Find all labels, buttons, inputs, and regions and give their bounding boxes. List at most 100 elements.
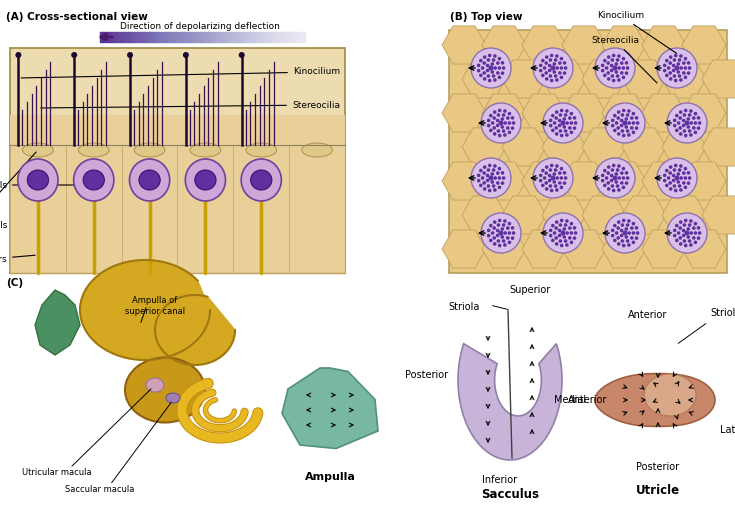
Circle shape bbox=[481, 176, 484, 180]
Circle shape bbox=[673, 124, 676, 127]
Circle shape bbox=[479, 169, 483, 172]
Circle shape bbox=[553, 121, 556, 125]
Circle shape bbox=[611, 229, 614, 232]
Circle shape bbox=[560, 244, 564, 247]
Circle shape bbox=[561, 120, 565, 125]
Circle shape bbox=[625, 181, 628, 185]
Circle shape bbox=[694, 121, 698, 125]
Text: Stereocilia: Stereocilia bbox=[40, 101, 340, 109]
Circle shape bbox=[686, 227, 690, 231]
Circle shape bbox=[697, 126, 700, 130]
Circle shape bbox=[628, 121, 631, 125]
Circle shape bbox=[612, 163, 615, 167]
Circle shape bbox=[493, 221, 497, 224]
Circle shape bbox=[498, 176, 501, 180]
Circle shape bbox=[612, 189, 615, 192]
Circle shape bbox=[620, 119, 623, 122]
Circle shape bbox=[487, 229, 490, 232]
Circle shape bbox=[630, 226, 634, 230]
Circle shape bbox=[686, 125, 690, 129]
Circle shape bbox=[667, 176, 670, 180]
Circle shape bbox=[679, 176, 683, 180]
Text: (A) Cross-sectional view: (A) Cross-sectional view bbox=[6, 12, 148, 22]
Circle shape bbox=[677, 121, 681, 125]
Circle shape bbox=[625, 61, 628, 65]
Circle shape bbox=[553, 58, 557, 62]
Circle shape bbox=[565, 121, 569, 125]
Circle shape bbox=[501, 61, 504, 65]
Circle shape bbox=[601, 64, 604, 67]
Circle shape bbox=[686, 117, 690, 121]
Circle shape bbox=[663, 64, 667, 67]
Circle shape bbox=[625, 171, 628, 175]
Circle shape bbox=[694, 231, 698, 235]
Circle shape bbox=[553, 184, 557, 188]
Circle shape bbox=[698, 121, 701, 125]
Circle shape bbox=[676, 180, 680, 184]
Text: Inferior: Inferior bbox=[482, 475, 517, 485]
Circle shape bbox=[558, 229, 562, 232]
Circle shape bbox=[613, 114, 617, 117]
Circle shape bbox=[127, 52, 133, 58]
Circle shape bbox=[488, 53, 492, 57]
Circle shape bbox=[554, 236, 558, 240]
Polygon shape bbox=[80, 260, 210, 360]
Circle shape bbox=[483, 187, 487, 191]
Circle shape bbox=[560, 134, 564, 137]
Circle shape bbox=[617, 126, 620, 130]
Circle shape bbox=[555, 188, 559, 192]
Circle shape bbox=[492, 168, 495, 172]
Circle shape bbox=[620, 113, 624, 117]
Circle shape bbox=[545, 187, 548, 191]
Circle shape bbox=[678, 126, 682, 130]
Text: Utricular macula: Utricular macula bbox=[22, 468, 92, 477]
Circle shape bbox=[677, 231, 681, 235]
Circle shape bbox=[481, 66, 484, 70]
Circle shape bbox=[541, 59, 545, 62]
Circle shape bbox=[692, 236, 695, 240]
Ellipse shape bbox=[23, 143, 53, 157]
Circle shape bbox=[559, 57, 563, 61]
Circle shape bbox=[617, 164, 620, 168]
Circle shape bbox=[617, 236, 620, 240]
Circle shape bbox=[610, 179, 614, 182]
Circle shape bbox=[606, 181, 610, 185]
Circle shape bbox=[617, 132, 620, 136]
Circle shape bbox=[627, 219, 631, 223]
Circle shape bbox=[568, 126, 572, 130]
Ellipse shape bbox=[302, 143, 332, 157]
Circle shape bbox=[631, 131, 635, 134]
Circle shape bbox=[617, 111, 620, 114]
Circle shape bbox=[555, 54, 559, 58]
Circle shape bbox=[673, 119, 676, 122]
Circle shape bbox=[554, 126, 558, 130]
Text: Stereocilia: Stereocilia bbox=[591, 36, 657, 83]
Bar bbox=[449, 30, 727, 273]
Text: Anterior: Anterior bbox=[568, 395, 607, 405]
Circle shape bbox=[493, 111, 497, 114]
Text: Posterior: Posterior bbox=[405, 370, 448, 380]
Circle shape bbox=[605, 213, 645, 253]
Circle shape bbox=[545, 77, 548, 81]
Circle shape bbox=[678, 236, 682, 240]
Circle shape bbox=[493, 188, 497, 192]
Ellipse shape bbox=[125, 358, 205, 423]
Circle shape bbox=[611, 234, 614, 237]
Circle shape bbox=[498, 230, 503, 235]
Circle shape bbox=[508, 121, 512, 125]
Circle shape bbox=[558, 61, 562, 65]
Circle shape bbox=[625, 239, 629, 243]
Circle shape bbox=[548, 184, 552, 188]
Circle shape bbox=[492, 116, 496, 120]
Circle shape bbox=[563, 71, 566, 75]
Circle shape bbox=[682, 71, 686, 75]
Circle shape bbox=[683, 129, 686, 133]
Text: Saccular macula: Saccular macula bbox=[65, 485, 135, 494]
Circle shape bbox=[548, 64, 551, 67]
Circle shape bbox=[603, 169, 606, 172]
Circle shape bbox=[565, 109, 569, 113]
Circle shape bbox=[623, 120, 628, 125]
Circle shape bbox=[508, 131, 512, 134]
Text: Posterior: Posterior bbox=[637, 462, 680, 472]
Circle shape bbox=[692, 126, 695, 130]
